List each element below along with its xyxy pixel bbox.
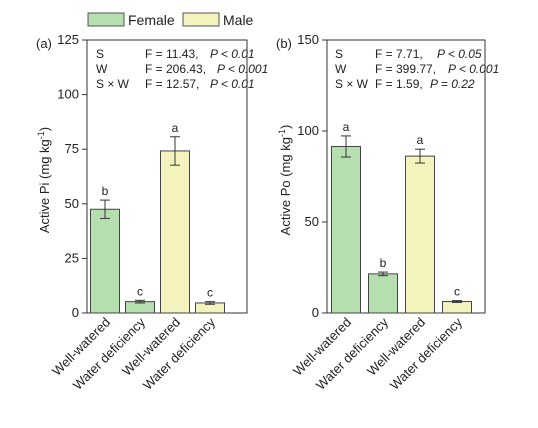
stat-p: P < 0.05 xyxy=(437,47,482,61)
significance-letter: b xyxy=(380,256,387,270)
stat-term: S × W xyxy=(335,77,369,91)
panel-a: (a) S F = 11.43, P < 0.01 W F = 206.43, … xyxy=(36,32,268,393)
legend-swatch-female xyxy=(87,12,125,27)
y-tick-label: 0 xyxy=(312,305,319,320)
y-tick-label: 75 xyxy=(65,141,79,156)
bar xyxy=(442,301,472,314)
panel-a-stats: S F = 11.43, P < 0.01 W F = 206.43, P < … xyxy=(96,47,268,91)
stat-f: F = 7.71, xyxy=(375,47,423,61)
legend: Female Male xyxy=(87,12,254,28)
stat-f: F = 11.43, xyxy=(145,47,198,61)
y-tick-label: 50 xyxy=(65,196,79,211)
significance-letter: c xyxy=(137,284,143,298)
y-tick-label: 0 xyxy=(72,305,79,320)
panel-b-label: (b) xyxy=(276,36,292,51)
panel-b: (b) S F = 7.71, P < 0.05 W F = 399.77, P… xyxy=(276,32,499,393)
panel-a-y-axis-label: Active Pi (mg kg-1) xyxy=(36,127,52,233)
stat-f: F = 399.77, xyxy=(375,62,436,76)
bar xyxy=(405,155,435,314)
stat-f: F = 12.57, xyxy=(145,77,199,91)
significance-letter: a xyxy=(417,133,424,147)
stat-f: F = 206.43, xyxy=(145,62,206,76)
stat-p: P < 0.001 xyxy=(448,62,499,76)
significance-letter: a xyxy=(343,120,350,134)
stat-f: F = 1.59, xyxy=(375,77,423,91)
y-tick-label: 50 xyxy=(305,214,319,229)
significance-letter: c xyxy=(454,285,460,299)
stat-p: P = 0.22 xyxy=(430,77,475,91)
y-tick-label: 25 xyxy=(65,250,79,265)
y-tick-label: 100 xyxy=(297,123,319,138)
stat-term: W xyxy=(335,62,347,76)
legend-swatch-male xyxy=(182,12,220,27)
stat-term: S xyxy=(335,47,343,61)
stat-p: P < 0.01 xyxy=(210,47,255,61)
panel-a-label: (a) xyxy=(36,36,52,51)
stat-term: S xyxy=(96,47,104,61)
bar xyxy=(331,145,361,314)
y-tick-label: 100 xyxy=(57,87,79,102)
significance-letter: a xyxy=(172,121,179,135)
legend-label-male: Male xyxy=(223,12,254,28)
bar xyxy=(90,208,120,314)
y-tick-label: 150 xyxy=(297,32,319,47)
stat-term: S × W xyxy=(96,77,130,91)
significance-letter: c xyxy=(207,286,213,300)
legend-label-female: Female xyxy=(128,12,175,28)
stat-p: P < 0.001 xyxy=(217,62,268,76)
bar xyxy=(368,273,398,314)
bar xyxy=(160,150,190,314)
significance-letter: b xyxy=(102,184,109,198)
panel-b-y-axis-label: Active Po (mg kg-1) xyxy=(277,125,293,236)
stat-p: P < 0.01 xyxy=(210,77,255,91)
stat-term: W xyxy=(96,62,108,76)
y-tick-label: 125 xyxy=(57,32,79,47)
panel-b-stats: S F = 7.71, P < 0.05 W F = 399.77, P < 0… xyxy=(335,47,499,91)
